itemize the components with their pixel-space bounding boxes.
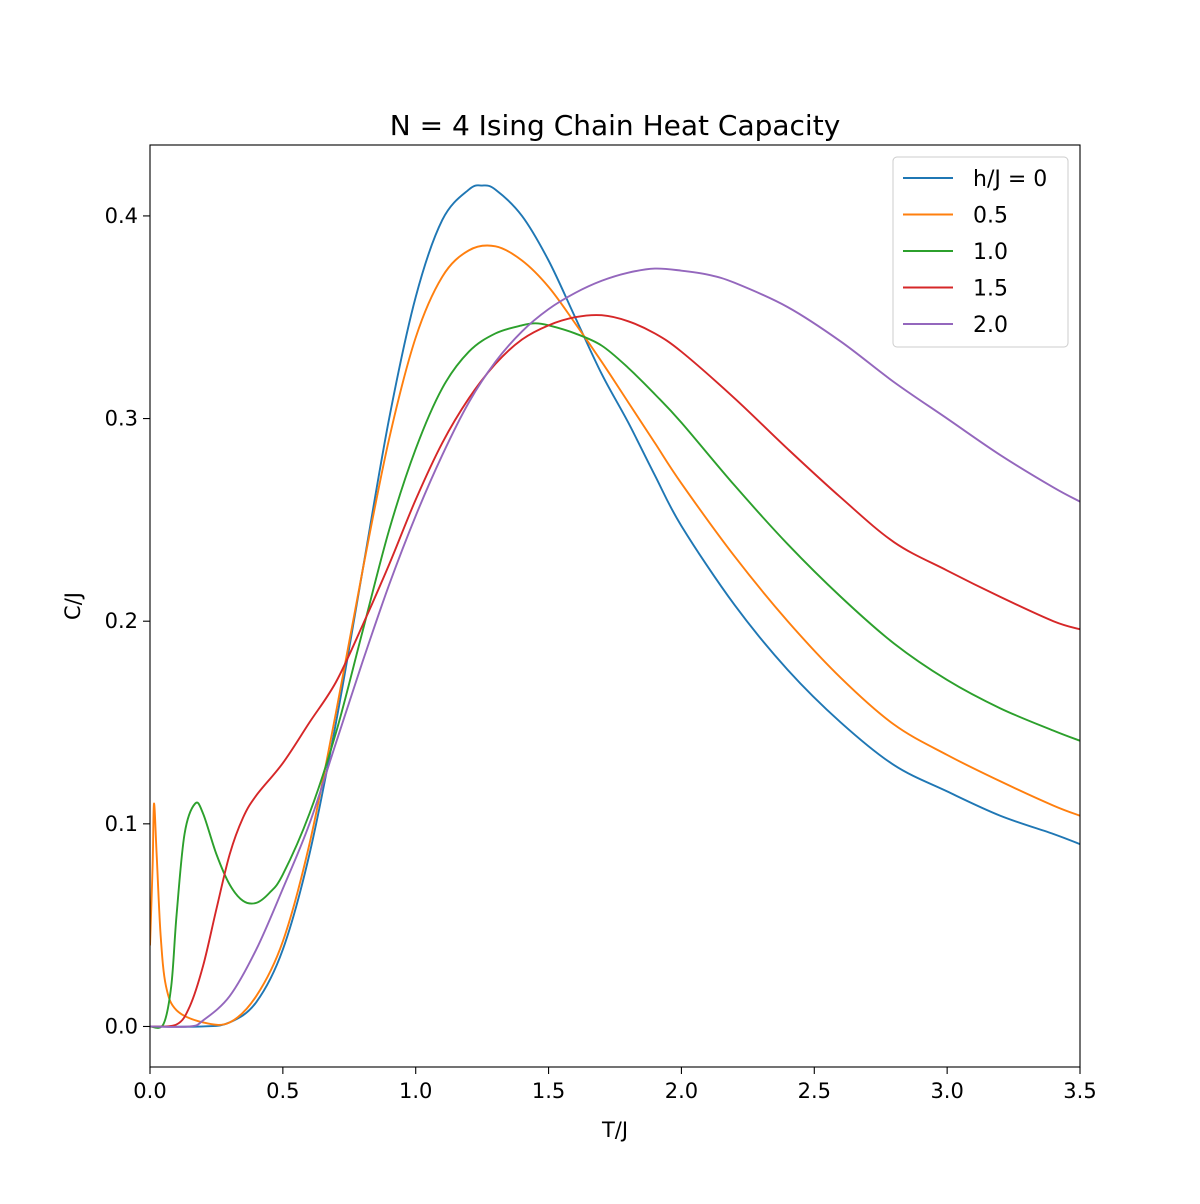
legend-box (892, 156, 1069, 348)
legend-label: 0.5 (973, 204, 1008, 229)
x-axis-ticks: 0.0 0.5 1.0 1.5 2.0 2.5 3.0 3.5 (133, 1067, 1097, 1103)
legend-label: 1.5 (973, 277, 1008, 302)
series-line-4 (150, 267, 1080, 1028)
series-line-0 (150, 184, 1080, 1028)
x-tick-label: 2.5 (798, 1079, 831, 1103)
y-axis-label: C/J (61, 592, 85, 620)
x-tick-label: 2.0 (665, 1079, 698, 1103)
x-axis-label: T/J (601, 1118, 628, 1142)
x-tick-label: 1.0 (399, 1079, 432, 1103)
y-axis-ticks: 0.0 0.1 0.2 0.3 0.4 (105, 204, 150, 1038)
chart-title: N = 4 Ising Chain Heat Capacity (390, 109, 841, 142)
y-tick-label: 0.1 (105, 812, 138, 836)
y-tick-label: 0.3 (105, 407, 138, 431)
y-tick-label: 0.2 (105, 609, 138, 633)
series-line-2 (150, 322, 1080, 1029)
x-tick-label: 0.5 (266, 1079, 299, 1103)
y-tick-label: 0.0 (105, 1014, 138, 1038)
legend-label: 2.0 (973, 313, 1008, 338)
series-line-1 (150, 244, 1080, 1026)
legend-label: 1.0 (973, 240, 1008, 265)
x-tick-label: 3.0 (930, 1079, 963, 1103)
series-layer (150, 184, 1080, 1029)
plot-frame (149, 144, 1081, 1068)
x-tick-label: 0.0 (133, 1079, 166, 1103)
legend: h/J = 0 0.5 1.0 1.5 2.0 (892, 156, 1069, 348)
legend-label: h/J = 0 (973, 167, 1047, 192)
y-tick-label: 0.4 (105, 204, 138, 228)
x-tick-label: 1.5 (532, 1079, 565, 1103)
x-tick-label: 3.5 (1063, 1079, 1096, 1103)
